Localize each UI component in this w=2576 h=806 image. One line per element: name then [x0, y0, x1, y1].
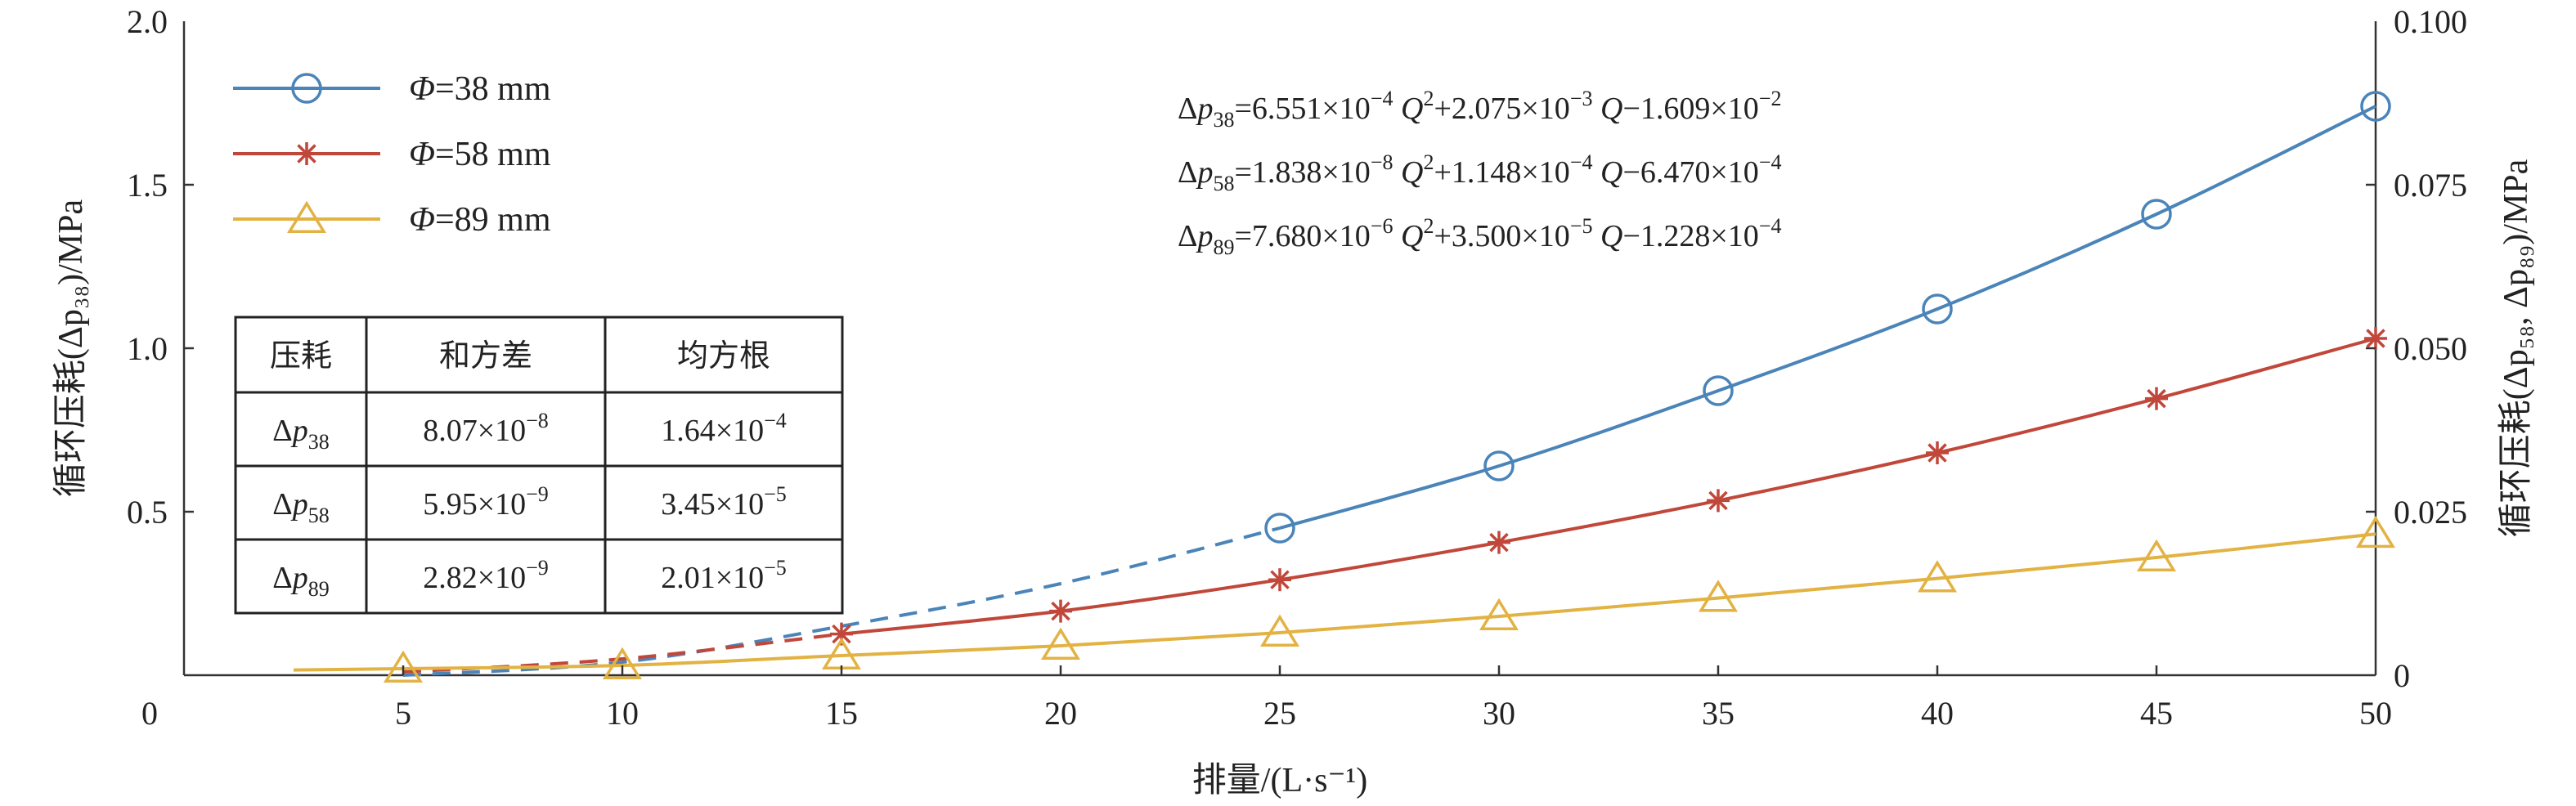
table-row-label: Δp38 — [272, 414, 329, 454]
y-right-tick-label: 0.025 — [2394, 494, 2467, 531]
legend-label: Φ=58 mm — [409, 136, 551, 173]
axis-labels: 排量/(L·s⁻¹) 循环压耗(Δp₃₈)/MPa 循环压耗(Δp₅₈, Δp₈₉)… — [52, 159, 2535, 799]
y-right-tick-label: 0.050 — [2394, 330, 2467, 367]
series-58-point — [1707, 489, 1730, 513]
table-rmse-cell: 2.01×10−5 — [661, 556, 787, 595]
y-left-tick-label: 1.5 — [127, 167, 168, 204]
series-89-point — [2355, 515, 2396, 549]
y-axis-left-label: 循环压耗(Δp₃₈)/MPa — [52, 199, 90, 498]
table-sse-cell: 2.82×10−9 — [423, 556, 549, 595]
legend-label: Φ=89 mm — [409, 201, 551, 239]
table-header-cell: 均方根 — [677, 339, 770, 374]
y-right-tick-label: 0.100 — [2394, 3, 2467, 40]
x-tick-label: 35 — [1702, 695, 1735, 732]
table-rmse-cell: 3.45×10−5 — [661, 482, 787, 522]
error-table: 压耗 和方差 均方根 Δp38 8.07×10−8 1.64×10−4 Δp58 5.95×1… — [234, 316, 844, 615]
series-89-point — [602, 647, 643, 679]
series-58-point — [1926, 441, 1949, 464]
series-89-point — [1917, 560, 1958, 593]
y-left-tick-label: 1.0 — [127, 330, 168, 367]
fit-equations: Δp38=6.551×10−4 Q2+2.075×10−3 Q−1.609×10… — [1178, 87, 1781, 259]
legend-entry-58: Φ=58 mm — [233, 136, 551, 173]
series-58-extrapolation — [402, 632, 842, 674]
y-axis-right-label: 循环压耗(Δp₅₈, Δp₈₉)/MPa — [2497, 159, 2535, 537]
table-row-label: Δp58 — [272, 487, 329, 527]
x-tick-label: 15 — [825, 695, 858, 732]
legend-marker — [291, 73, 322, 104]
table-header-cell: 和方差 — [439, 339, 532, 374]
x-tick-label: 5 — [395, 695, 411, 732]
series-58-point — [1488, 531, 1510, 554]
series-38-point — [1703, 375, 1734, 406]
series-89-point — [1259, 614, 1300, 647]
y-right-tick-label: 0.075 — [2394, 167, 2467, 204]
series-38-point — [1264, 513, 1295, 544]
series-38-point — [1922, 293, 1953, 325]
y-right-tick-label: 0 — [2394, 657, 2410, 694]
x-tick-label: 10 — [606, 695, 639, 732]
legend-marker — [286, 200, 327, 233]
x-tick-label: 25 — [1263, 695, 1296, 732]
series-89-point — [2136, 539, 2177, 571]
table-header-cell: 压耗 — [270, 339, 332, 374]
x-tick-label: 30 — [1483, 695, 1515, 732]
series-38-line — [1279, 105, 2376, 530]
series-58-point — [1049, 599, 1072, 623]
table-rmse-cell: 1.64×10−4 — [661, 409, 787, 448]
series-layer — [293, 91, 2396, 683]
x-tick-label: 45 — [2140, 695, 2173, 732]
legend-label: Φ=38 mm — [409, 70, 551, 108]
table-sse-cell: 8.07×10−8 — [423, 409, 549, 448]
x-tick-label: 20 — [1044, 695, 1077, 732]
series-58-point — [2145, 387, 2168, 410]
x-axis-label: 排量/(L·s⁻¹) — [1192, 762, 1367, 799]
x-tick-label: 50 — [2359, 695, 2392, 732]
legend-marker — [295, 142, 318, 165]
x-tick-label: 40 — [1921, 695, 1954, 732]
series-58-line — [841, 337, 2376, 636]
table-row-label: Δp89 — [272, 561, 329, 601]
series-89-point — [383, 650, 424, 683]
equation-38: Δp38=6.551×10−4 Q2+2.075×10−3 Q−1.609×10… — [1178, 87, 1781, 132]
series-89-point — [1479, 598, 1519, 630]
series-89-point — [1698, 580, 1739, 612]
table-sse-cell: 5.95×10−9 — [423, 482, 549, 522]
x-tick-label: 0 — [141, 695, 158, 732]
series-58-point — [1268, 568, 1291, 592]
series-89-point — [1040, 627, 1081, 660]
ticks-layer: 0 5 10 15 20 25 30 35 40 45 50 0.5 1.0 1.5 2.0 0 0.025 0.… — [127, 3, 2467, 732]
equation-58: Δp58=1.838×10−8 Q2+1.148×10−4 Q−6.470×10… — [1178, 150, 1781, 195]
y-left-tick-label: 0.5 — [127, 494, 168, 531]
legend-entry-89: Φ=89 mm — [233, 200, 551, 239]
legend: Φ=38 mm Φ=58 mm Φ=89 mm — [233, 70, 551, 239]
series-38-point — [2141, 199, 2172, 230]
series-58-point — [2364, 327, 2387, 350]
series-89-line — [293, 532, 2376, 672]
y-left-tick-label: 2.0 — [127, 3, 168, 40]
equation-89: Δp89=7.680×10−6 Q2+3.500×10−5 Q−1.228×10… — [1178, 214, 1781, 259]
series-38-point — [2360, 91, 2391, 122]
legend-entry-38: Φ=38 mm — [233, 70, 551, 108]
series-38-point — [1483, 450, 1515, 481]
